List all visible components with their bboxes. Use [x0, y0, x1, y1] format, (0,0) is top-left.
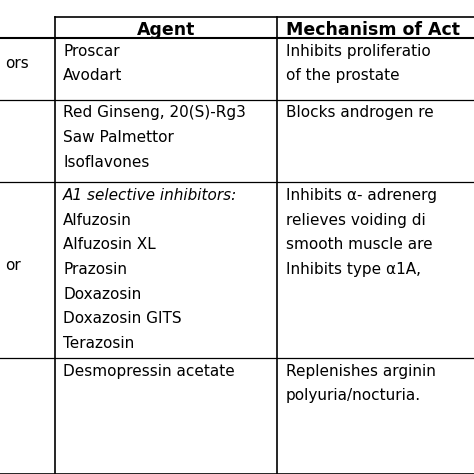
- Text: Alfuzosin XL: Alfuzosin XL: [63, 237, 156, 253]
- Text: Blocks androgen re: Blocks androgen re: [286, 105, 434, 120]
- Text: Avodart: Avodart: [63, 68, 122, 83]
- Text: Doxazosin: Doxazosin: [63, 287, 141, 302]
- Text: Agent: Agent: [137, 21, 195, 39]
- Text: Inhibits α- adrenerg: Inhibits α- adrenerg: [286, 188, 437, 203]
- Text: Mechanism of Act: Mechanism of Act: [286, 21, 460, 39]
- Text: Terazosin: Terazosin: [63, 336, 134, 351]
- Text: ors: ors: [5, 56, 28, 72]
- Text: Isoflavones: Isoflavones: [63, 155, 149, 170]
- Text: Saw Palmettor: Saw Palmettor: [63, 130, 174, 145]
- Text: Prazosin: Prazosin: [63, 262, 127, 277]
- Text: Replenishes arginin: Replenishes arginin: [286, 364, 436, 379]
- Text: of the prostate: of the prostate: [286, 68, 400, 83]
- Text: smooth muscle are: smooth muscle are: [286, 237, 432, 253]
- Text: Alfuzosin: Alfuzosin: [63, 213, 132, 228]
- Text: Proscar: Proscar: [63, 44, 119, 59]
- Text: A1 selective inhibitors:: A1 selective inhibitors:: [63, 188, 237, 203]
- Text: or: or: [5, 258, 20, 273]
- Text: relieves voiding di: relieves voiding di: [286, 213, 426, 228]
- Text: Doxazosin GITS: Doxazosin GITS: [63, 311, 182, 327]
- Text: Inhibits proliferatio: Inhibits proliferatio: [286, 44, 430, 59]
- Text: polyuria/nocturia.: polyuria/nocturia.: [286, 388, 421, 403]
- Text: Red Ginseng, 20(S)-Rg3: Red Ginseng, 20(S)-Rg3: [63, 105, 246, 120]
- Text: Inhibits type α1A,: Inhibits type α1A,: [286, 262, 426, 277]
- Text: Desmopressin acetate: Desmopressin acetate: [63, 364, 235, 379]
